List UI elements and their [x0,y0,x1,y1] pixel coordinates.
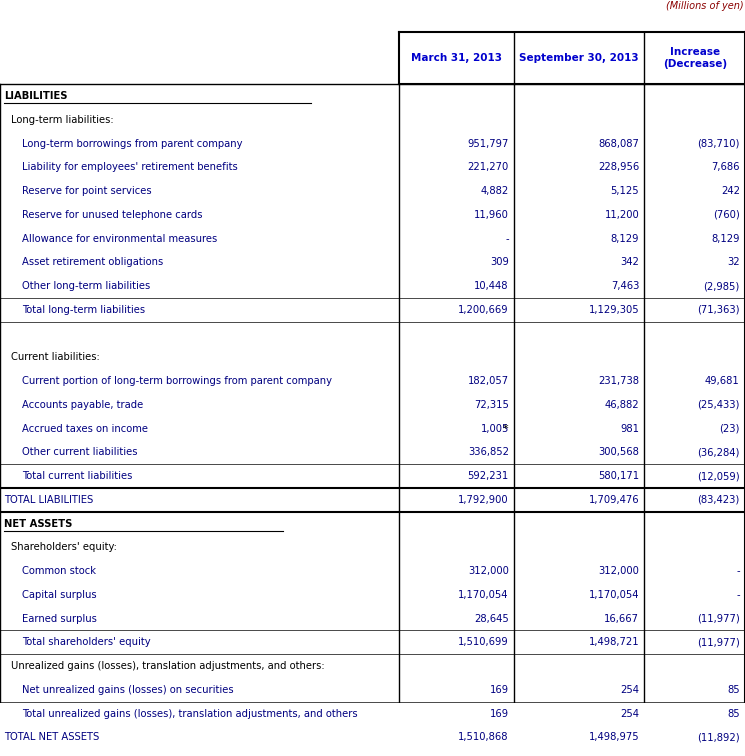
Text: 242: 242 [720,186,740,196]
Text: TOTAL LIABILITIES: TOTAL LIABILITIES [4,495,93,505]
Text: 16,667: 16,667 [604,614,639,624]
Text: 28,645: 28,645 [474,614,509,624]
Text: 1,498,975: 1,498,975 [589,733,639,742]
Text: 1,792,900: 1,792,900 [458,495,509,505]
Text: 49,681: 49,681 [705,376,740,386]
Text: -: - [736,590,740,600]
Text: Net unrealized gains (losses) on securities: Net unrealized gains (losses) on securit… [22,685,234,695]
Text: 169: 169 [489,708,509,718]
Text: (12,059): (12,059) [697,471,740,481]
Text: 300,568: 300,568 [598,448,639,457]
Text: 169: 169 [489,685,509,695]
Text: 1,498,721: 1,498,721 [589,637,639,647]
Text: Long-term borrowings from parent company: Long-term borrowings from parent company [22,138,243,149]
Text: Allowance for environmental measures: Allowance for environmental measures [22,234,218,243]
Text: 1,709,476: 1,709,476 [589,495,639,505]
Text: (11,977): (11,977) [697,614,740,624]
Text: 85: 85 [727,685,740,695]
Text: 580,171: 580,171 [598,471,639,481]
Text: TOTAL NET ASSETS: TOTAL NET ASSETS [4,733,99,742]
Text: 1,170,054: 1,170,054 [458,590,509,600]
Text: Total unrealized gains (losses), translation adjustments, and others: Total unrealized gains (losses), transla… [22,708,358,718]
Text: 8,129: 8,129 [611,234,639,243]
Text: 1,510,868: 1,510,868 [458,733,509,742]
Text: Unrealized gains (losses), translation adjustments, and others:: Unrealized gains (losses), translation a… [11,661,325,671]
Text: (36,284): (36,284) [697,448,740,457]
Text: (2,985): (2,985) [703,281,740,291]
Text: Capital surplus: Capital surplus [22,590,97,600]
Text: 182,057: 182,057 [468,376,509,386]
Text: Accounts payable, trade: Accounts payable, trade [22,400,144,410]
Text: 309: 309 [490,257,509,268]
Text: March 31, 2013: March 31, 2013 [410,53,502,63]
Text: Earned surplus: Earned surplus [22,614,98,624]
Text: Accrued taxes on income: Accrued taxes on income [22,423,148,434]
Text: Other current liabilities: Other current liabilities [22,448,138,457]
Text: NET ASSETS: NET ASSETS [4,519,72,528]
Text: 312,000: 312,000 [598,566,639,576]
Text: 868,087: 868,087 [598,138,639,149]
Text: (11,977): (11,977) [697,637,740,647]
Text: *: * [502,423,508,434]
Text: 8,129: 8,129 [711,234,740,243]
Text: 951,797: 951,797 [467,138,509,149]
Text: (23): (23) [720,423,740,434]
Text: (11,892): (11,892) [697,733,740,742]
Text: 342: 342 [621,257,639,268]
Text: (83,710): (83,710) [697,138,740,149]
Text: 85: 85 [727,708,740,718]
Text: 4,882: 4,882 [481,186,509,196]
Text: 5,125: 5,125 [611,186,639,196]
Text: (83,423): (83,423) [697,495,740,505]
Text: (25,433): (25,433) [697,400,740,410]
Text: Other long-term liabilities: Other long-term liabilities [22,281,150,291]
Text: (Millions of yen): (Millions of yen) [666,2,744,11]
Text: Common stock: Common stock [22,566,96,576]
Text: Shareholders' equity:: Shareholders' equity: [11,542,117,553]
Text: Current portion of long-term borrowings from parent company: Current portion of long-term borrowings … [22,376,332,386]
Text: 254: 254 [620,685,639,695]
Text: 228,956: 228,956 [598,163,639,172]
Text: 11,200: 11,200 [604,210,639,220]
Text: 7,686: 7,686 [711,163,740,172]
Text: (71,363): (71,363) [697,305,740,315]
Text: Asset retirement obligations: Asset retirement obligations [22,257,164,268]
Text: 1,129,305: 1,129,305 [589,305,639,315]
Text: -: - [505,234,509,243]
Text: 32: 32 [727,257,740,268]
Text: Liability for employees' retirement benefits: Liability for employees' retirement bene… [22,163,238,172]
Text: 592,231: 592,231 [468,471,509,481]
Text: Increase
(Decrease): Increase (Decrease) [662,47,727,69]
Text: 11,960: 11,960 [474,210,509,220]
Text: 46,882: 46,882 [605,400,639,410]
Text: Reserve for point services: Reserve for point services [22,186,152,196]
Text: Total shareholders' equity: Total shareholders' equity [22,637,151,647]
Text: 231,738: 231,738 [598,376,639,386]
Text: 1,170,054: 1,170,054 [589,590,639,600]
Text: LIABILITIES: LIABILITIES [4,91,67,101]
Text: September 30, 2013: September 30, 2013 [519,53,639,63]
Text: Total long-term liabilities: Total long-term liabilities [22,305,145,315]
Text: 7,463: 7,463 [611,281,639,291]
Text: -: - [736,566,740,576]
Text: 981: 981 [620,423,639,434]
Text: (760): (760) [713,210,740,220]
Text: 254: 254 [620,708,639,718]
Text: 1,005: 1,005 [481,423,509,434]
Text: Total current liabilities: Total current liabilities [22,471,133,481]
Text: 312,000: 312,000 [468,566,509,576]
Text: 72,315: 72,315 [474,400,509,410]
Text: 1,200,669: 1,200,669 [458,305,509,315]
Text: Reserve for unused telephone cards: Reserve for unused telephone cards [22,210,203,220]
Text: 10,448: 10,448 [475,281,509,291]
Text: 336,852: 336,852 [468,448,509,457]
Text: Current liabilities:: Current liabilities: [11,352,100,362]
Text: 221,270: 221,270 [468,163,509,172]
Text: 1,510,699: 1,510,699 [458,637,509,647]
Text: Long-term liabilities:: Long-term liabilities: [11,115,114,125]
